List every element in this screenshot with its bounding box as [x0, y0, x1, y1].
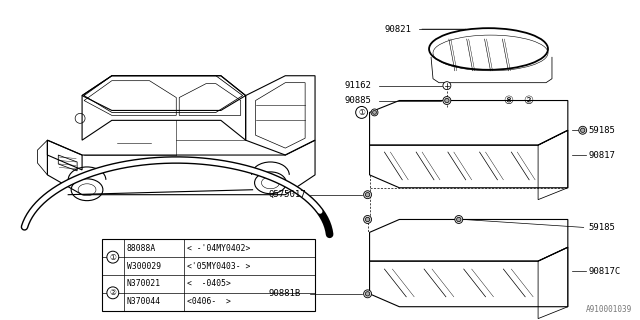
Text: 59185: 59185	[589, 223, 616, 232]
Circle shape	[364, 215, 372, 223]
Text: ②: ②	[523, 96, 533, 106]
Circle shape	[445, 98, 449, 103]
Circle shape	[107, 251, 119, 263]
Text: 90885: 90885	[345, 96, 372, 105]
Text: ②: ②	[109, 288, 116, 297]
Text: A910001039: A910001039	[586, 305, 632, 314]
Circle shape	[580, 128, 585, 132]
Circle shape	[364, 290, 372, 298]
Text: <'05MY0403- >: <'05MY0403- >	[187, 261, 250, 271]
Text: 59185: 59185	[589, 126, 616, 135]
Text: 90817C: 90817C	[589, 267, 621, 276]
Circle shape	[365, 193, 370, 197]
Circle shape	[107, 287, 119, 299]
Text: <  -0405>: < -0405>	[187, 279, 231, 288]
Text: 90817: 90817	[589, 150, 616, 160]
Text: 90881B: 90881B	[268, 289, 301, 298]
Circle shape	[443, 82, 451, 90]
Circle shape	[372, 110, 376, 114]
Text: N370021: N370021	[127, 279, 161, 288]
Text: 91162: 91162	[345, 81, 372, 90]
Text: <0406-  >: <0406- >	[187, 297, 231, 306]
Circle shape	[371, 109, 378, 116]
Circle shape	[456, 217, 461, 222]
Circle shape	[365, 292, 370, 296]
Text: W300029: W300029	[127, 261, 161, 271]
Text: ⑧: ⑧	[503, 96, 513, 106]
Circle shape	[579, 126, 587, 134]
Circle shape	[455, 215, 463, 223]
Text: < -'04MY0402>: < -'04MY0402>	[187, 244, 250, 253]
Text: ①: ①	[358, 108, 365, 117]
Text: ①: ①	[109, 253, 116, 262]
Bar	[102, 239, 315, 311]
Text: N370044: N370044	[127, 297, 161, 306]
Circle shape	[356, 107, 367, 118]
Text: 90821: 90821	[385, 25, 412, 34]
Circle shape	[365, 217, 370, 222]
Circle shape	[364, 191, 372, 199]
Text: Q575017: Q575017	[268, 190, 306, 199]
Circle shape	[443, 97, 451, 105]
Text: 88088A: 88088A	[127, 244, 156, 253]
